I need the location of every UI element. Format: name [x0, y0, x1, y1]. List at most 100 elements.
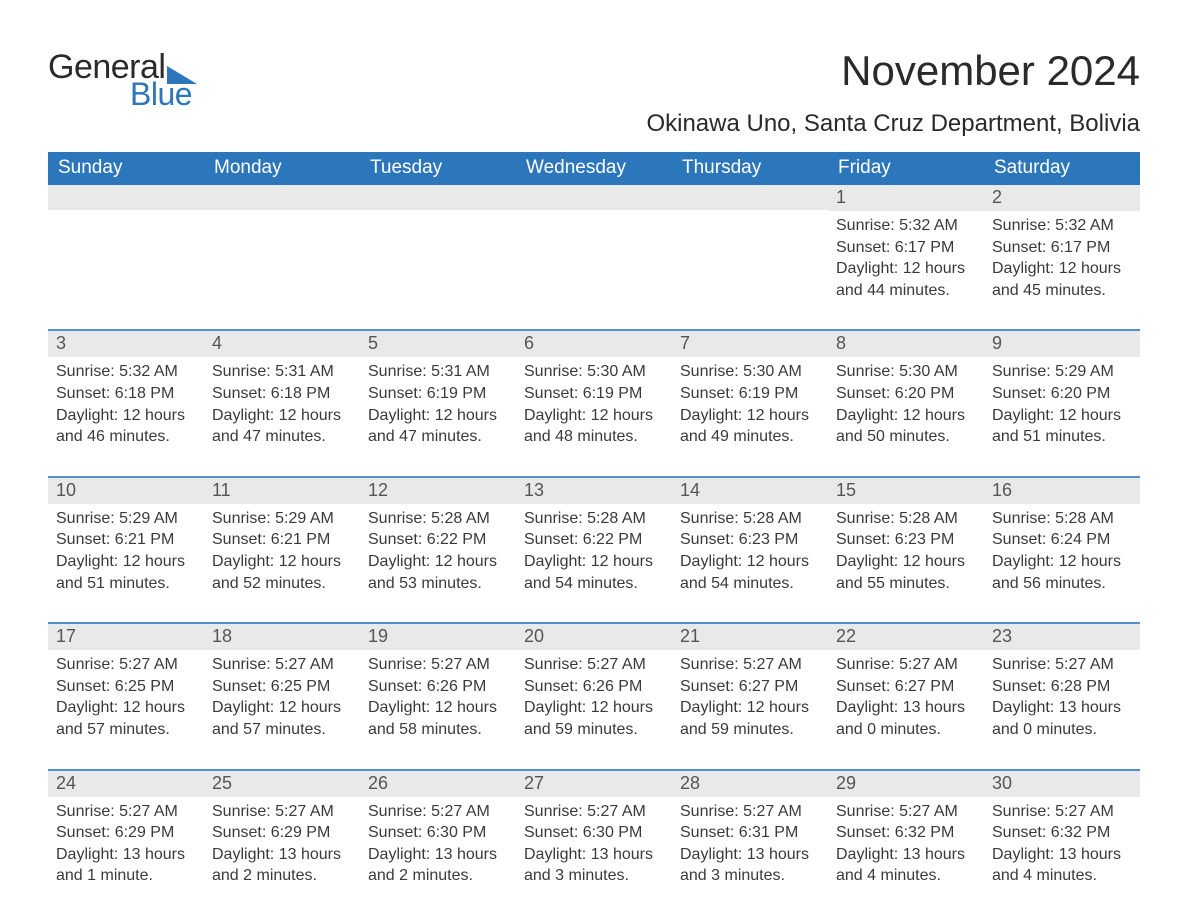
day-body: Sunrise: 5:27 AMSunset: 6:32 PMDaylight:… — [828, 797, 984, 887]
day-number: 11 — [204, 478, 360, 504]
day-header: Saturday — [984, 152, 1140, 185]
day-body: Sunrise: 5:32 AMSunset: 6:17 PMDaylight:… — [984, 211, 1140, 301]
daylight-text: Daylight: 12 hours and 51 minutes. — [56, 551, 196, 594]
day-number: 27 — [516, 771, 672, 797]
sunset-text: Sunset: 6:30 PM — [368, 822, 508, 844]
day-number: 10 — [48, 478, 204, 504]
day-number: 15 — [828, 478, 984, 504]
day-body: Sunrise: 5:28 AMSunset: 6:24 PMDaylight:… — [984, 504, 1140, 594]
day-number: 5 — [360, 331, 516, 357]
sunset-text: Sunset: 6:30 PM — [524, 822, 664, 844]
calendar-cell: 13 Sunrise: 5:28 AMSunset: 6:22 PMDayligh… — [516, 477, 672, 623]
sunrise-text: Sunrise: 5:28 AM — [368, 508, 508, 530]
sunset-text: Sunset: 6:27 PM — [680, 676, 820, 698]
daylight-text: Daylight: 12 hours and 47 minutes. — [212, 405, 352, 448]
day-header: Sunday — [48, 152, 204, 185]
day-body: Sunrise: 5:27 AMSunset: 6:30 PMDaylight:… — [360, 797, 516, 887]
sunrise-text: Sunrise: 5:28 AM — [836, 508, 976, 530]
daylight-text: Daylight: 12 hours and 54 minutes. — [524, 551, 664, 594]
sunset-text: Sunset: 6:17 PM — [992, 237, 1132, 259]
sunrise-text: Sunrise: 5:30 AM — [524, 361, 664, 383]
day-number — [204, 185, 360, 210]
day-body — [48, 210, 204, 280]
day-header-row: SundayMondayTuesdayWednesdayThursdayFrid… — [48, 152, 1140, 185]
sunrise-text: Sunrise: 5:27 AM — [212, 801, 352, 823]
day-body — [672, 210, 828, 280]
day-body: Sunrise: 5:30 AMSunset: 6:19 PMDaylight:… — [672, 357, 828, 447]
day-body: Sunrise: 5:31 AMSunset: 6:19 PMDaylight:… — [360, 357, 516, 447]
calendar-cell: 4Sunrise: 5:31 AMSunset: 6:18 PMDaylight… — [204, 330, 360, 476]
calendar-cell: 28Sunrise: 5:27 AMSunset: 6:31 PMDayligh… — [672, 770, 828, 915]
sunset-text: Sunset: 6:22 PM — [524, 529, 664, 551]
daylight-text: Daylight: 13 hours and 3 minutes. — [680, 844, 820, 887]
day-number: 29 — [828, 771, 984, 797]
day-header: Monday — [204, 152, 360, 185]
daylight-text: Daylight: 13 hours and 0 minutes. — [836, 697, 976, 740]
sunrise-text: Sunrise: 5:28 AM — [524, 508, 664, 530]
sunset-text: Sunset: 6:26 PM — [368, 676, 508, 698]
sunset-text: Sunset: 6:24 PM — [992, 529, 1132, 551]
day-body: Sunrise: 5:27 AMSunset: 6:32 PMDaylight:… — [984, 797, 1140, 887]
sunrise-text: Sunrise: 5:30 AM — [836, 361, 976, 383]
day-number — [672, 185, 828, 210]
daylight-text: Daylight: 13 hours and 4 minutes. — [836, 844, 976, 887]
sunrise-text: Sunrise: 5:27 AM — [992, 801, 1132, 823]
sunrise-text: Sunrise: 5:31 AM — [368, 361, 508, 383]
daylight-text: Daylight: 12 hours and 53 minutes. — [368, 551, 508, 594]
sunset-text: Sunset: 6:19 PM — [524, 383, 664, 405]
sunset-text: Sunset: 6:32 PM — [836, 822, 976, 844]
day-body: Sunrise: 5:27 AMSunset: 6:25 PMDaylight:… — [48, 650, 204, 740]
daylight-text: Daylight: 13 hours and 2 minutes. — [368, 844, 508, 887]
month-title: November 2024 — [646, 50, 1140, 92]
sunrise-text: Sunrise: 5:27 AM — [56, 654, 196, 676]
calendar-page: General Blue November 2024 Okinawa Uno, … — [0, 0, 1188, 918]
sunset-text: Sunset: 6:32 PM — [992, 822, 1132, 844]
calendar-cell: 29Sunrise: 5:27 AMSunset: 6:32 PMDayligh… — [828, 770, 984, 915]
day-body: Sunrise: 5:29 AMSunset: 6:20 PMDaylight:… — [984, 357, 1140, 447]
daylight-text: Daylight: 13 hours and 0 minutes. — [992, 697, 1132, 740]
day-body: Sunrise: 5:31 AMSunset: 6:18 PMDaylight:… — [204, 357, 360, 447]
calendar-week: 17Sunrise: 5:27 AMSunset: 6:25 PMDayligh… — [48, 623, 1140, 769]
day-body: Sunrise: 5:27 AMSunset: 6:26 PMDaylight:… — [516, 650, 672, 740]
sunrise-text: Sunrise: 5:27 AM — [524, 801, 664, 823]
sunrise-text: Sunrise: 5:28 AM — [992, 508, 1132, 530]
calendar-cell: 27Sunrise: 5:27 AMSunset: 6:30 PMDayligh… — [516, 770, 672, 915]
sunrise-text: Sunrise: 5:27 AM — [680, 801, 820, 823]
calendar-cell: 5Sunrise: 5:31 AMSunset: 6:19 PMDaylight… — [360, 330, 516, 476]
daylight-text: Daylight: 12 hours and 47 minutes. — [368, 405, 508, 448]
daylight-text: Daylight: 12 hours and 48 minutes. — [524, 405, 664, 448]
sunset-text: Sunset: 6:26 PM — [524, 676, 664, 698]
brand-word-2: Blue — [130, 78, 197, 110]
day-header: Wednesday — [516, 152, 672, 185]
day-body — [360, 210, 516, 280]
page-header: General Blue November 2024 Okinawa Uno, … — [48, 50, 1140, 138]
calendar-cell: 2Sunrise: 5:32 AMSunset: 6:17 PMDaylight… — [984, 185, 1140, 330]
calendar-cell: 14Sunrise: 5:28 AMSunset: 6:23 PMDayligh… — [672, 477, 828, 623]
day-number: 13 — [516, 478, 672, 504]
sunrise-text: Sunrise: 5:28 AM — [680, 508, 820, 530]
sunrise-text: Sunrise: 5:27 AM — [368, 654, 508, 676]
calendar-cell: 24Sunrise: 5:27 AMSunset: 6:29 PMDayligh… — [48, 770, 204, 915]
sunset-text: Sunset: 6:23 PM — [836, 529, 976, 551]
day-body: Sunrise: 5:29 AMSunset: 6:21 PMDaylight:… — [48, 504, 204, 594]
daylight-text: Daylight: 13 hours and 2 minutes. — [212, 844, 352, 887]
day-number: 28 — [672, 771, 828, 797]
sunrise-text: Sunrise: 5:27 AM — [836, 654, 976, 676]
day-number: 12 — [360, 478, 516, 504]
sunset-text: Sunset: 6:28 PM — [992, 676, 1132, 698]
day-body: Sunrise: 5:30 AMSunset: 6:20 PMDaylight:… — [828, 357, 984, 447]
calendar-cell: 21Sunrise: 5:27 AMSunset: 6:27 PMDayligh… — [672, 623, 828, 769]
sunset-text: Sunset: 6:29 PM — [56, 822, 196, 844]
daylight-text: Daylight: 12 hours and 52 minutes. — [212, 551, 352, 594]
sunrise-text: Sunrise: 5:32 AM — [56, 361, 196, 383]
calendar-cell: 22Sunrise: 5:27 AMSunset: 6:27 PMDayligh… — [828, 623, 984, 769]
day-number — [48, 185, 204, 210]
sunrise-text: Sunrise: 5:31 AM — [212, 361, 352, 383]
sunrise-text: Sunrise: 5:32 AM — [992, 215, 1132, 237]
day-number: 3 — [48, 331, 204, 357]
sunrise-text: Sunrise: 5:27 AM — [56, 801, 196, 823]
day-number: 26 — [360, 771, 516, 797]
day-body: Sunrise: 5:28 AMSunset: 6:23 PMDaylight:… — [828, 504, 984, 594]
calendar-cell: 25Sunrise: 5:27 AMSunset: 6:29 PMDayligh… — [204, 770, 360, 915]
sunrise-text: Sunrise: 5:29 AM — [56, 508, 196, 530]
